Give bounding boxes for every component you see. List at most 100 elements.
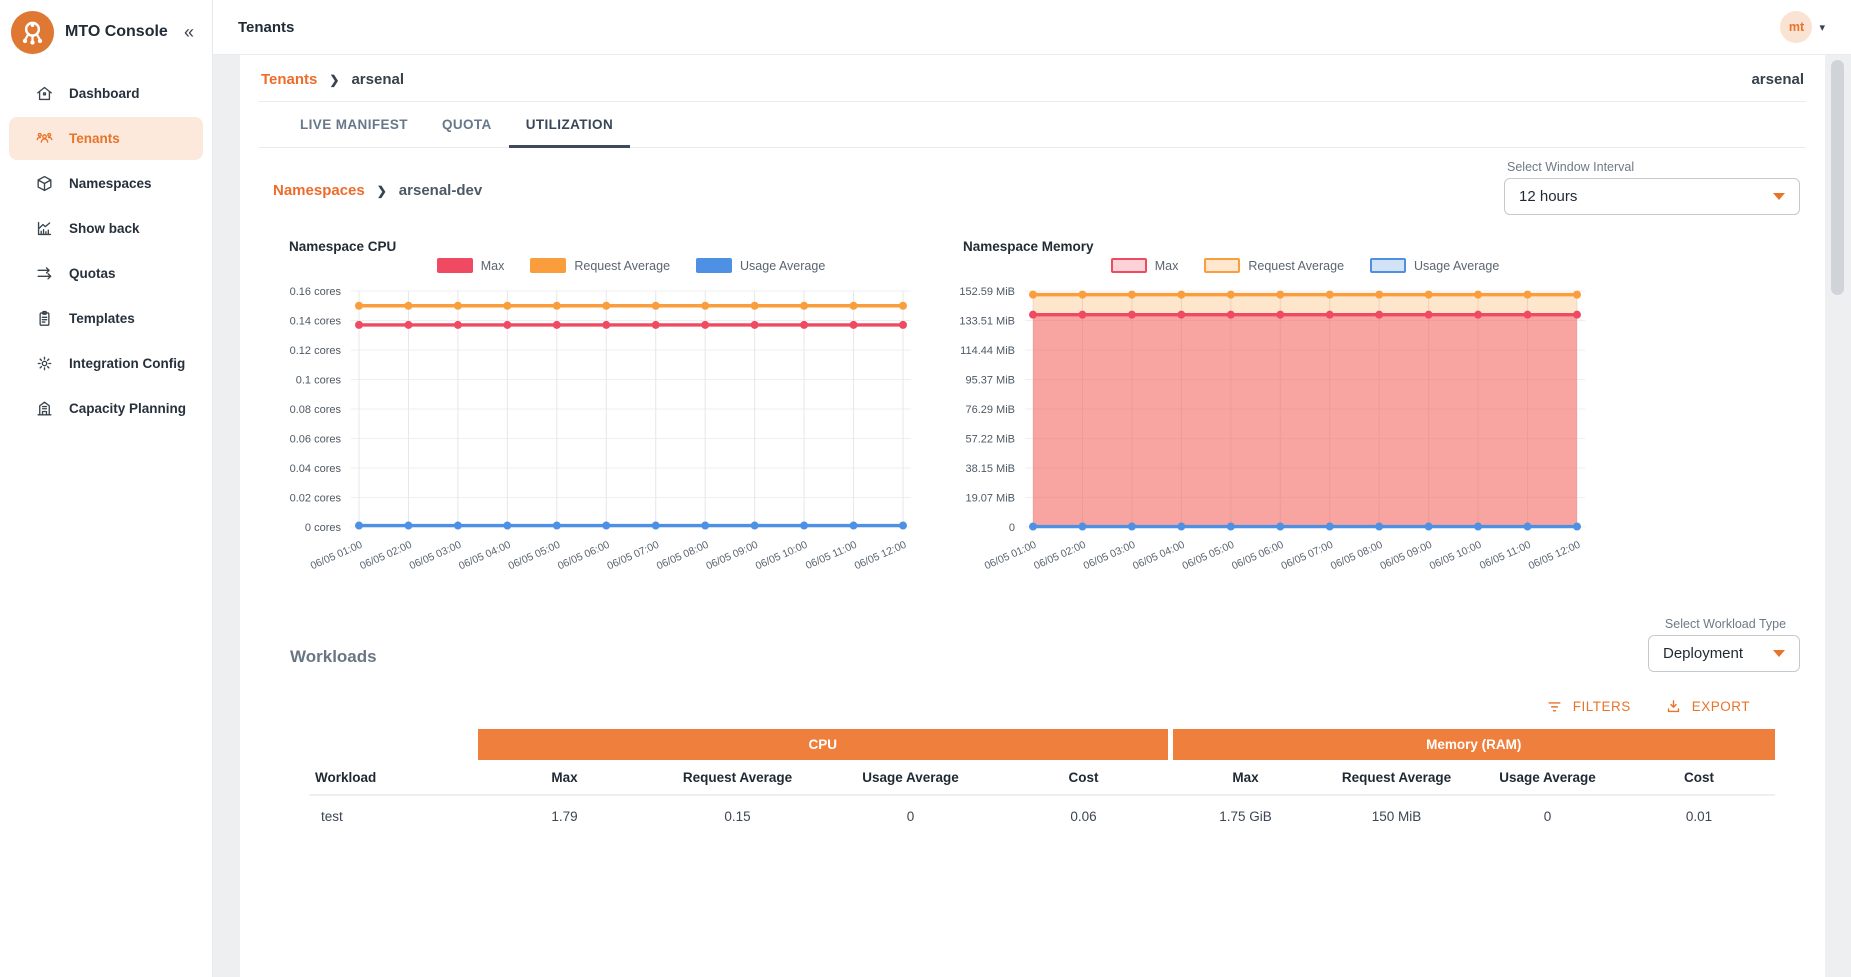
legend-item-max[interactable]: Max xyxy=(436,258,504,273)
legend-label: Usage Average xyxy=(740,258,826,273)
download-icon xyxy=(1667,700,1679,713)
user-avatar[interactable]: mt xyxy=(1780,11,1813,43)
sidebar-item-integration-config[interactable]: Integration Config xyxy=(9,342,203,385)
svg-text:06/05 07:00: 06/05 07:00 xyxy=(1279,539,1335,573)
cell-workload: test xyxy=(321,809,343,824)
legend-item-usage-average[interactable]: Usage Average xyxy=(696,258,825,273)
export-button[interactable]: EXPORT xyxy=(1665,698,1750,715)
svg-text:06/05 10:00: 06/05 10:00 xyxy=(1428,539,1484,573)
col-workload: Workload xyxy=(309,760,478,796)
svg-text:06/05 04:00: 06/05 04:00 xyxy=(1131,539,1187,573)
col-cpu-max: Max xyxy=(478,760,651,796)
sidebar-item-namespaces[interactable]: Namespaces xyxy=(9,162,203,205)
chevron-right-icon: ❯ xyxy=(376,183,387,198)
legend-label: Request Average xyxy=(574,258,671,273)
sidebar-item-tenants[interactable]: Tenants xyxy=(9,117,203,160)
workload-type-select[interactable]: Deployment xyxy=(1648,635,1800,672)
table-group-header-row: CPU Memory (RAM) xyxy=(309,729,1775,760)
svg-text:06/05 01:00: 06/05 01:00 xyxy=(309,539,365,573)
chart-icon xyxy=(37,221,52,236)
svg-text:0.1 cores: 0.1 cores xyxy=(296,375,342,387)
legend-swatch xyxy=(530,258,567,273)
breadcrumb-namespaces-link[interactable]: Namespaces xyxy=(273,182,365,199)
sidebar-item-label: Dashboard xyxy=(69,86,140,101)
table-actions: FILTERS EXPORT xyxy=(259,698,1750,715)
svg-text:06/05 09:00: 06/05 09:00 xyxy=(1378,539,1434,573)
workloads-title: Workloads xyxy=(290,647,377,666)
sidebar-item-quotas[interactable]: Quotas xyxy=(9,252,203,295)
breadcrumb-current: arsenal xyxy=(351,71,405,88)
legend-item-request-average[interactable]: Request Average xyxy=(1204,258,1344,273)
mto-logo-icon xyxy=(10,10,55,54)
svg-text:06/05 09:00: 06/05 09:00 xyxy=(704,539,760,573)
building-icon xyxy=(37,401,52,416)
workload-type-block: Select Workload Type Deployment xyxy=(1648,617,1800,672)
chevron-down-icon xyxy=(1773,650,1785,657)
namespace-breadcrumb: Namespaces ❯ arsenal-dev xyxy=(273,182,482,199)
home-icon xyxy=(37,86,52,101)
scrollbar-track[interactable] xyxy=(1825,55,1851,977)
user-menu-caret-icon[interactable]: ▾ xyxy=(1819,21,1825,34)
sidebar-item-showback[interactable]: Show back xyxy=(9,207,203,250)
chart-legend: Max Request Average Usage Average xyxy=(1005,258,1605,273)
svg-text:06/05 02:00: 06/05 02:00 xyxy=(1032,539,1088,573)
breadcrumb: Tenants ❯ arsenal arsenal xyxy=(259,55,1806,102)
chart-title: Namespace Memory xyxy=(963,239,1094,254)
tab-live-manifest[interactable]: LIVE MANIFEST xyxy=(300,117,408,132)
filters-button[interactable]: FILTERS xyxy=(1546,698,1631,715)
sidebar-item-dashboard[interactable]: Dashboard xyxy=(9,72,203,115)
legend-swatch xyxy=(436,258,473,273)
sidebar-item-label: Tenants xyxy=(69,131,120,146)
scrollbar-thumb[interactable] xyxy=(1831,60,1844,295)
cell-mem-cost: 0.01 xyxy=(1685,809,1713,824)
svg-text:06/05 11:00: 06/05 11:00 xyxy=(1478,539,1533,572)
col-cpu-cost: Cost xyxy=(997,760,1170,796)
table-header-row: Workload Max Request Average Usage Avera… xyxy=(309,760,1775,796)
cell-mem-usage-average: 0 xyxy=(1543,809,1552,824)
cell-cpu-cost: 0.06 xyxy=(1070,809,1097,824)
svg-text:06/05 12:00: 06/05 12:00 xyxy=(853,539,909,573)
sidebar-header: MTO Console « xyxy=(0,0,212,64)
svg-text:0.04 cores: 0.04 cores xyxy=(290,463,342,475)
app-title: MTO Console xyxy=(65,23,168,40)
page-title: Tenants xyxy=(238,18,295,36)
cell-mem-max: 1.75 GiB xyxy=(1219,809,1272,824)
legend-swatch xyxy=(696,258,733,273)
legend-item-request-average[interactable]: Request Average xyxy=(530,258,670,273)
tab-bar: LIVE MANIFEST QUOTA UTILIZATION xyxy=(259,102,1806,148)
tab-utilization[interactable]: UTILIZATION xyxy=(508,102,631,148)
svg-text:06/05 08:00: 06/05 08:00 xyxy=(1329,539,1385,573)
svg-text:0 cores: 0 cores xyxy=(305,522,342,534)
main-panel: Tenants ❯ arsenal arsenal LIVE MANIFEST … xyxy=(240,55,1825,977)
workloads-table: CPU Memory (RAM) Workload Max Request Av… xyxy=(309,729,1775,837)
sidebar-item-label: Show back xyxy=(69,221,140,236)
sidebar-item-capacity-planning[interactable]: Capacity Planning xyxy=(9,387,203,430)
charts-row: Namespace CPU Max Request Average Usage … xyxy=(271,239,1806,593)
sidebar-collapse-icon[interactable]: « xyxy=(183,21,194,42)
utilization-header-row: Namespaces ❯ arsenal-dev Select Window I… xyxy=(259,148,1806,215)
svg-text:0.02 cores: 0.02 cores xyxy=(290,493,342,505)
cpu-group-header: CPU xyxy=(478,729,1170,760)
cell-cpu-request-average: 0.15 xyxy=(724,809,751,824)
window-interval-select[interactable]: 12 hours xyxy=(1504,178,1800,215)
svg-text:0.06 cores: 0.06 cores xyxy=(290,434,342,446)
export-label: EXPORT xyxy=(1691,699,1750,714)
legend-swatch xyxy=(1110,258,1147,273)
sidebar-item-templates[interactable]: Templates xyxy=(9,297,203,340)
chevron-right-icon: ❯ xyxy=(329,72,340,87)
legend-swatch xyxy=(1204,258,1241,273)
svg-text:06/05 02:00: 06/05 02:00 xyxy=(358,539,414,573)
legend-item-max[interactable]: Max xyxy=(1110,258,1178,273)
sidebar-nav: Dashboard Tenants Namespaces Show back Q… xyxy=(0,72,212,430)
cpu-line-chart-plot: 0.16 cores 0.14 cores 0.12 cores 0.1 cores 0… xyxy=(290,286,911,573)
breadcrumb-tenants-link[interactable]: Tenants xyxy=(261,71,318,88)
svg-text:06/05 06:00: 06/05 06:00 xyxy=(1230,539,1286,573)
col-mem-request-average: Request Average xyxy=(1321,760,1472,796)
svg-text:06/05 06:00: 06/05 06:00 xyxy=(556,539,612,573)
users-icon xyxy=(36,132,53,143)
tab-quota[interactable]: QUOTA xyxy=(441,117,492,132)
svg-text:0: 0 xyxy=(1009,522,1015,534)
chevron-down-icon xyxy=(1773,193,1785,200)
cell-mem-request-average: 150 MiB xyxy=(1371,809,1422,824)
legend-item-usage-average[interactable]: Usage Average xyxy=(1370,258,1499,273)
